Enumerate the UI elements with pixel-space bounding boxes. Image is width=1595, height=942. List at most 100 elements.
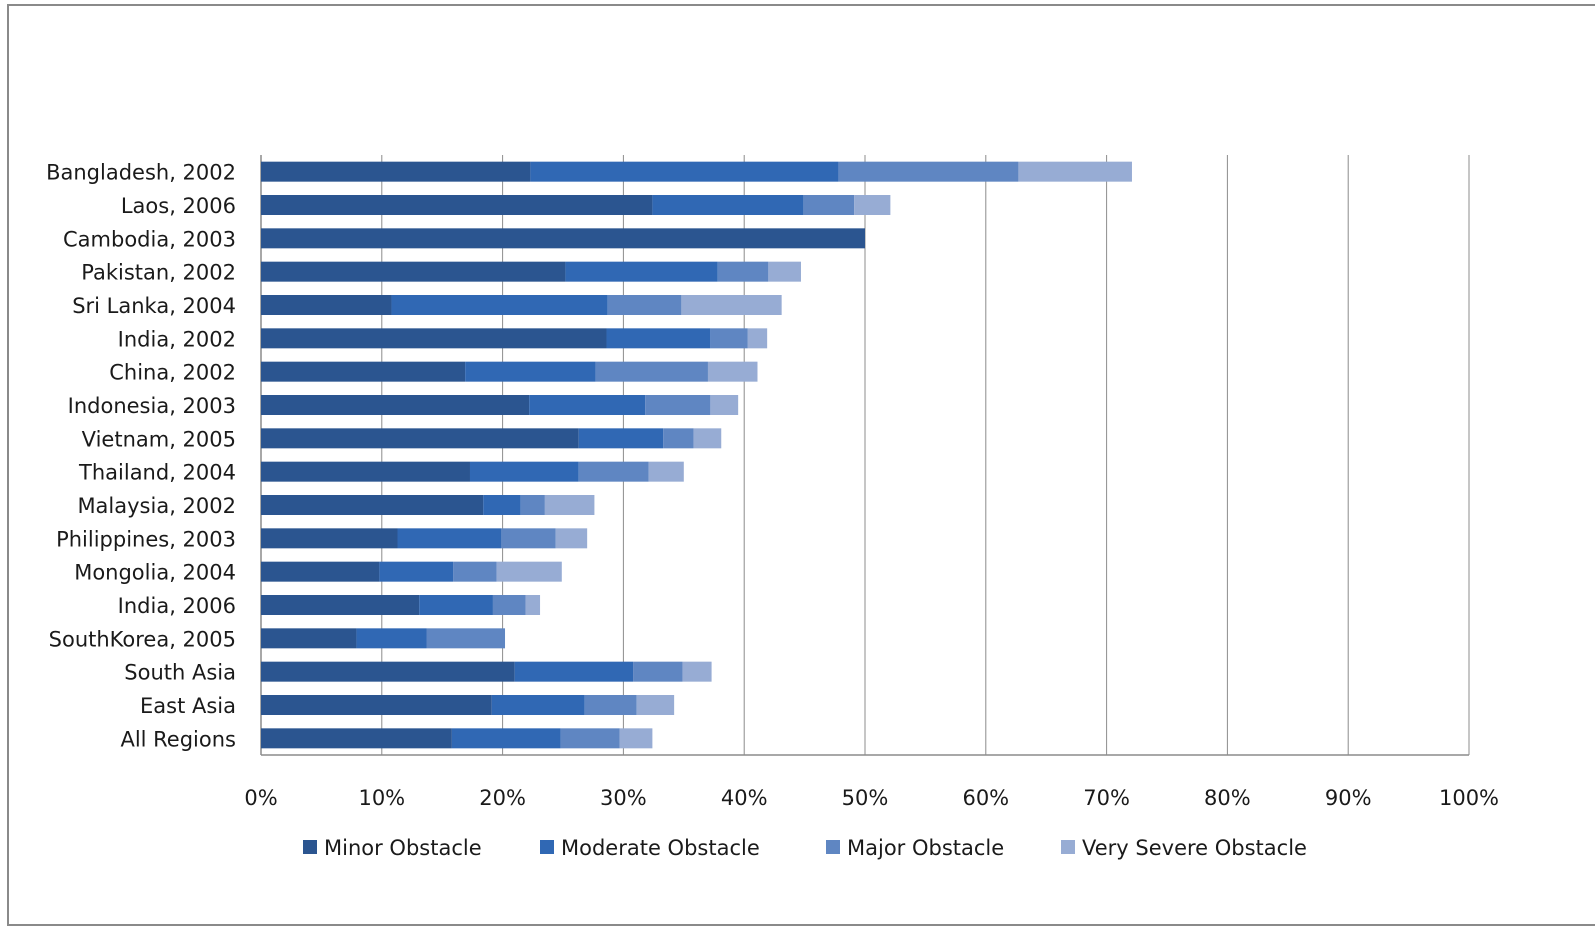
bar-segment-minor-obstacle xyxy=(261,228,865,249)
category-label: South Asia xyxy=(124,661,236,685)
bar-segment-major-obstacle xyxy=(501,528,556,549)
bar-segment-minor-obstacle xyxy=(261,628,357,649)
bar-segment-moderate-obstacle xyxy=(391,295,608,315)
bar-segment-moderate-obstacle xyxy=(465,361,596,382)
bar-segment-minor-obstacle xyxy=(261,328,607,349)
bar-segment-moderate-obstacle xyxy=(606,328,711,349)
legend-label: Major Obstacle xyxy=(847,836,1004,860)
bar-segment-very-severe-obstacle xyxy=(693,428,722,449)
bar-segment-minor-obstacle xyxy=(261,295,392,315)
category-label: Mongolia, 2004 xyxy=(74,561,236,585)
category-label: SouthKorea, 2005 xyxy=(49,627,236,651)
bar-segment-minor-obstacle xyxy=(261,195,653,215)
bar-segment-very-severe-obstacle xyxy=(648,461,684,482)
bar-segment-minor-obstacle xyxy=(261,428,579,449)
x-tick-label: 60% xyxy=(962,786,1009,810)
bar-segment-minor-obstacle xyxy=(261,161,531,182)
x-tick-label: 0% xyxy=(244,786,277,810)
category-label: Philippines, 2003 xyxy=(56,527,236,551)
bar-segment-very-severe-obstacle xyxy=(707,361,758,382)
x-tick-label: 40% xyxy=(721,786,768,810)
bar-segment-moderate-obstacle xyxy=(652,195,804,215)
bar-segment-very-severe-obstacle xyxy=(555,528,588,549)
category-label: Pakistan, 2002 xyxy=(81,261,236,285)
bar-segment-major-obstacle xyxy=(710,328,748,349)
bar-segment-minor-obstacle xyxy=(261,561,380,582)
bar-segment-moderate-obstacle xyxy=(578,428,664,449)
x-tick-label: 20% xyxy=(479,786,526,810)
bar-segment-very-severe-obstacle xyxy=(1018,161,1132,182)
bar-segment-moderate-obstacle xyxy=(491,695,585,715)
x-tick-label: 90% xyxy=(1325,786,1372,810)
bar-segment-minor-obstacle xyxy=(261,461,470,482)
bar-segment-minor-obstacle xyxy=(261,361,466,382)
x-tick-label: 70% xyxy=(1083,786,1130,810)
bar-segment-very-severe-obstacle xyxy=(496,561,562,582)
legend-swatch xyxy=(826,840,840,854)
bar-segment-moderate-obstacle xyxy=(451,728,561,749)
legend-label: Moderate Obstacle xyxy=(561,836,760,860)
bar-segment-minor-obstacle xyxy=(261,261,566,282)
category-label: China, 2002 xyxy=(109,361,236,385)
bar-segment-moderate-obstacle xyxy=(514,661,634,682)
bar-segment-moderate-obstacle xyxy=(469,461,579,482)
legend-label: Minor Obstacle xyxy=(324,836,482,860)
category-label: Bangladesh, 2002 xyxy=(46,161,236,185)
bar-segment-very-severe-obstacle xyxy=(636,695,675,715)
bar-segment-major-obstacle xyxy=(663,428,694,449)
category-label: Thailand, 2004 xyxy=(78,461,236,485)
bar-segment-major-obstacle xyxy=(560,728,620,749)
bar-segment-moderate-obstacle xyxy=(419,595,493,615)
bar-segment-very-severe-obstacle xyxy=(710,395,739,415)
bar-segment-major-obstacle xyxy=(803,195,855,215)
bar-segment-major-obstacle xyxy=(426,628,506,649)
bar-segment-major-obstacle xyxy=(520,495,545,515)
bar-segment-minor-obstacle xyxy=(261,661,515,682)
x-tick-label: 100% xyxy=(1439,786,1499,810)
x-tick-label: 50% xyxy=(842,786,889,810)
bar-segment-minor-obstacle xyxy=(261,495,484,515)
bar-segment-moderate-obstacle xyxy=(529,395,646,415)
category-label: All Regions xyxy=(120,727,236,751)
bar-segment-major-obstacle xyxy=(838,161,1019,182)
bar-segment-major-obstacle xyxy=(453,561,497,582)
bar-segment-moderate-obstacle xyxy=(565,261,718,282)
category-label: Vietnam, 2005 xyxy=(82,427,236,451)
bar-segment-very-severe-obstacle xyxy=(544,495,595,515)
bar-segment-very-severe-obstacle xyxy=(854,195,891,215)
bar-segment-minor-obstacle xyxy=(261,395,530,415)
legend-swatch xyxy=(540,840,554,854)
bar-segment-minor-obstacle xyxy=(261,595,420,615)
x-tick-label: 10% xyxy=(358,786,405,810)
bar-segment-minor-obstacle xyxy=(261,695,492,715)
bar-segment-moderate-obstacle xyxy=(397,528,502,549)
bar-segment-major-obstacle xyxy=(584,695,637,715)
category-label: India, 2002 xyxy=(118,327,236,351)
legend-label: Very Severe Obstacle xyxy=(1082,836,1307,860)
x-tick-label: 30% xyxy=(600,786,647,810)
bar-segment-major-obstacle xyxy=(633,661,683,682)
bar-segment-minor-obstacle xyxy=(261,728,452,749)
category-label: East Asia xyxy=(140,694,236,718)
legend-swatch xyxy=(1061,840,1075,854)
legend-swatch xyxy=(303,840,317,854)
bar-segment-very-severe-obstacle xyxy=(747,328,768,349)
bar-segment-major-obstacle xyxy=(578,461,649,482)
category-label: Sri Lanka, 2004 xyxy=(72,294,236,318)
category-label: Cambodia, 2003 xyxy=(63,227,236,251)
chart-frame xyxy=(7,4,1595,926)
bar-segment-major-obstacle xyxy=(595,361,708,382)
bar-segment-major-obstacle xyxy=(645,395,711,415)
bar-segment-very-severe-obstacle xyxy=(768,261,801,282)
bar-segment-very-severe-obstacle xyxy=(525,595,541,615)
bar-segment-major-obstacle xyxy=(607,295,682,315)
bar-segment-major-obstacle xyxy=(492,595,526,615)
category-label: India, 2006 xyxy=(118,594,236,618)
category-label: Indonesia, 2003 xyxy=(68,394,236,418)
bar-segment-very-severe-obstacle xyxy=(619,728,653,749)
category-label: Malaysia, 2002 xyxy=(77,494,236,518)
bar-segment-very-severe-obstacle xyxy=(682,661,712,682)
bar-segment-moderate-obstacle xyxy=(379,561,454,582)
category-label: Laos, 2006 xyxy=(121,194,236,218)
